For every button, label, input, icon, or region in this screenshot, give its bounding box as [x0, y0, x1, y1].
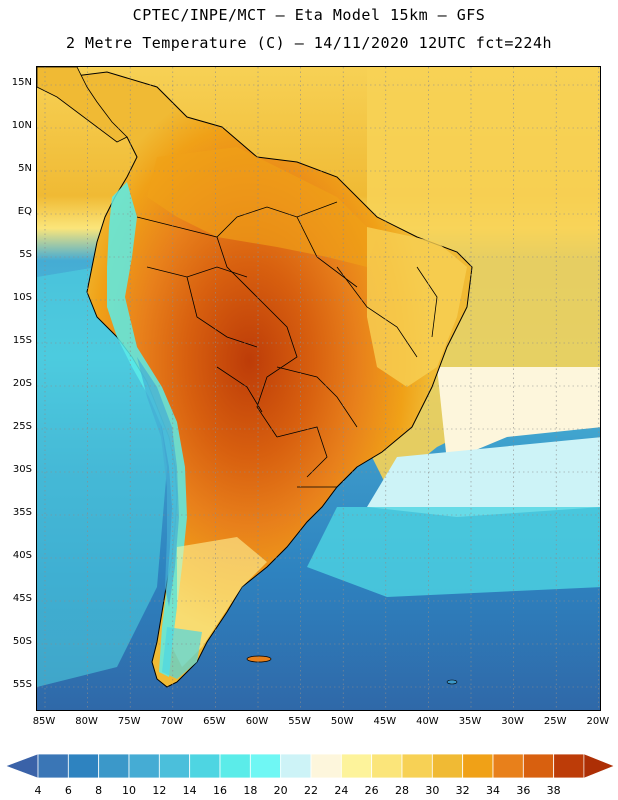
colorbar-segment: [401, 753, 433, 779]
andes-cold-core: [137, 357, 179, 607]
lat-label: 20S: [12, 378, 32, 389]
map-title-line2: 2 Metre Temperature (C) – 14/11/2020 12U…: [65, 34, 553, 52]
lat-label: 55S: [12, 679, 32, 690]
colorbar-tick-label: 28: [395, 784, 409, 797]
atlantic-cool-zone: [367, 437, 600, 517]
map-canvas: [37, 67, 600, 710]
atlantic-cool-band: [307, 507, 600, 597]
lat-label: 45S: [12, 593, 32, 604]
colorbar-tick-label: 8: [95, 784, 103, 797]
colorbar-tick-label: 34: [486, 784, 500, 797]
falkland-islands: [246, 655, 272, 663]
colorbar-high-arrow: [583, 753, 615, 779]
lat-label: 40S: [12, 550, 32, 561]
south-georgia-island: [446, 679, 458, 685]
colorbar-segment: [280, 753, 312, 779]
lat-label: EQ: [17, 206, 32, 217]
colorbar-segment: [128, 753, 160, 779]
lat-label: 30S: [12, 464, 32, 475]
lat-label: 10N: [11, 120, 32, 131]
colorbar-segment: [37, 753, 69, 779]
southern-tip-cool: [162, 627, 202, 679]
lon-label: 70W: [160, 716, 184, 727]
lon-label: 65W: [203, 716, 226, 727]
map-title-line1: CPTEC/INPE/MCT – Eta Model 15km – GFS: [132, 6, 486, 24]
lat-label: 35S: [12, 507, 32, 518]
lat-label: 5S: [19, 249, 32, 260]
colorbar-tick-label: 36: [516, 784, 531, 797]
colorbar-tick-label: 6: [64, 784, 72, 797]
colorbar-segment: [219, 753, 251, 779]
colorbar-segment: [310, 753, 342, 779]
lon-label: 80W: [75, 716, 98, 727]
amazon-warm-zone: [147, 147, 377, 267]
lon-label: 60W: [245, 716, 269, 727]
colorbar-tick-label: 30: [425, 784, 440, 797]
colorbar-segment: [158, 753, 191, 779]
pacific-cool-band: [37, 267, 167, 687]
colorbar-tick-label: 14: [182, 784, 197, 797]
lat-label: 25S: [12, 421, 32, 432]
colorbar-tick-label: 4: [34, 784, 42, 797]
colorbar-tick-label: 26: [364, 784, 379, 797]
colorbar-tick-label: 20: [273, 784, 288, 797]
central-america: [37, 67, 128, 143]
lon-label: 75W: [117, 716, 141, 727]
temperature-colorbar: [0, 748, 618, 800]
lat-label: 5N: [18, 163, 32, 174]
lon-label: 30W: [501, 716, 524, 727]
colorbar-segment: [371, 753, 403, 779]
colorbar-segment: [553, 753, 585, 779]
lon-label: 45W: [373, 716, 397, 727]
colorbar-segment: [522, 753, 555, 779]
lon-label: 20W: [586, 716, 610, 727]
lat-label: 50S: [12, 636, 32, 647]
lon-label: 25W: [543, 716, 567, 727]
colorbar-low-arrow: [5, 753, 39, 779]
colorbar-segment: [431, 753, 464, 779]
colorbar-segment: [98, 753, 130, 779]
lon-label: 40W: [416, 716, 439, 727]
colorbar-tick-label: 16: [213, 784, 227, 797]
colorbar-tick-label: 32: [455, 784, 470, 797]
colorbar-tick-label: 24: [334, 784, 349, 797]
atlantic-mild-zone: [437, 367, 600, 462]
andes-cool-strip: [107, 182, 187, 677]
colorbar-strip: [5, 753, 615, 779]
lat-label: 10S: [12, 292, 32, 303]
colorbar-tick-label: 22: [304, 784, 318, 797]
colorbar-segment: [189, 753, 221, 779]
colorbar-tick-label: 10: [122, 784, 136, 797]
temperature-map: [36, 66, 601, 711]
colorbar-tick-label: 18: [243, 784, 258, 797]
colorbar-segment: [249, 753, 282, 779]
colorbar-segment: [340, 753, 373, 779]
lat-label: 15N: [11, 77, 32, 88]
colorbar-tick-label: 12: [152, 784, 167, 797]
colorbar-segment: [492, 753, 524, 779]
lon-label: 50W: [330, 716, 354, 727]
northeast-brazil-zone: [367, 227, 467, 387]
lon-label: 35W: [458, 716, 482, 727]
lat-label: 15S: [12, 335, 32, 346]
colorbar-segment: [462, 753, 494, 779]
colorbar-tick-label: 38: [546, 784, 561, 797]
lon-label: 55W: [288, 716, 311, 727]
colorbar-segment: [67, 753, 100, 779]
lon-label: 85W: [32, 716, 56, 727]
